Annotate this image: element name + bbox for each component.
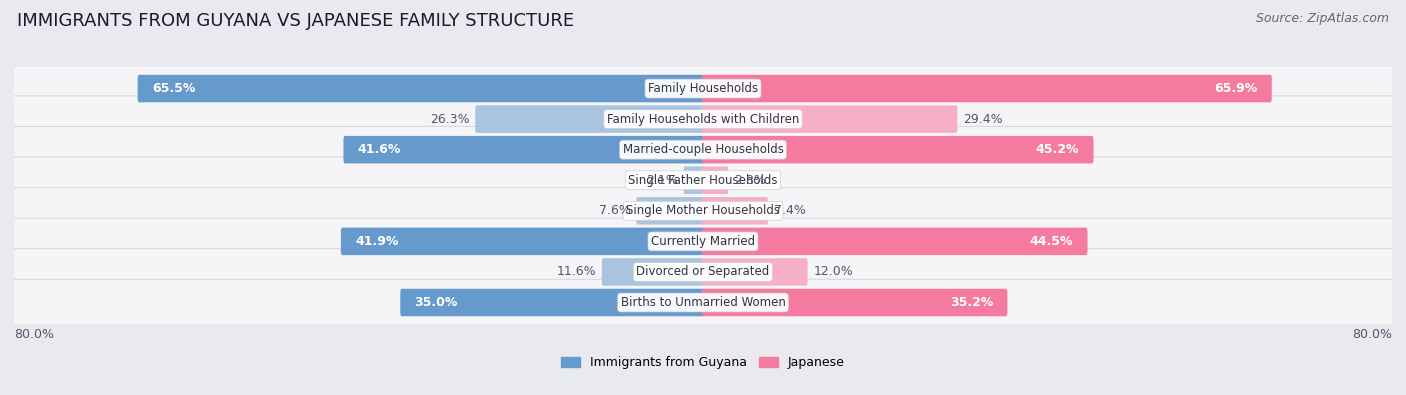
Text: 41.9%: 41.9% bbox=[356, 235, 398, 248]
FancyBboxPatch shape bbox=[11, 126, 1395, 173]
FancyBboxPatch shape bbox=[11, 249, 1395, 295]
FancyBboxPatch shape bbox=[702, 228, 1087, 255]
Text: 80.0%: 80.0% bbox=[14, 329, 53, 342]
Text: 2.1%: 2.1% bbox=[647, 174, 678, 187]
Text: Single Mother Households: Single Mother Households bbox=[626, 204, 780, 217]
Text: Married-couple Households: Married-couple Households bbox=[623, 143, 783, 156]
Text: 7.6%: 7.6% bbox=[599, 204, 631, 217]
FancyBboxPatch shape bbox=[11, 188, 1395, 234]
FancyBboxPatch shape bbox=[11, 96, 1395, 142]
Text: 80.0%: 80.0% bbox=[1353, 329, 1392, 342]
FancyBboxPatch shape bbox=[401, 289, 704, 316]
FancyBboxPatch shape bbox=[702, 166, 728, 194]
FancyBboxPatch shape bbox=[138, 75, 704, 102]
Text: 35.0%: 35.0% bbox=[415, 296, 458, 309]
Legend: Immigrants from Guyana, Japanese: Immigrants from Guyana, Japanese bbox=[555, 351, 851, 374]
Text: Family Households: Family Households bbox=[648, 82, 758, 95]
FancyBboxPatch shape bbox=[11, 65, 1395, 112]
Text: 41.6%: 41.6% bbox=[357, 143, 401, 156]
Text: Currently Married: Currently Married bbox=[651, 235, 755, 248]
Text: Births to Unmarried Women: Births to Unmarried Women bbox=[620, 296, 786, 309]
Text: 12.0%: 12.0% bbox=[813, 265, 853, 278]
Text: 35.2%: 35.2% bbox=[950, 296, 993, 309]
FancyBboxPatch shape bbox=[637, 197, 704, 225]
FancyBboxPatch shape bbox=[11, 157, 1395, 203]
FancyBboxPatch shape bbox=[702, 136, 1094, 164]
FancyBboxPatch shape bbox=[702, 289, 1008, 316]
FancyBboxPatch shape bbox=[683, 166, 704, 194]
Text: 65.9%: 65.9% bbox=[1215, 82, 1257, 95]
Text: 11.6%: 11.6% bbox=[557, 265, 596, 278]
Text: Divorced or Separated: Divorced or Separated bbox=[637, 265, 769, 278]
FancyBboxPatch shape bbox=[343, 136, 704, 164]
Text: 45.2%: 45.2% bbox=[1036, 143, 1080, 156]
FancyBboxPatch shape bbox=[702, 197, 768, 225]
Text: 7.4%: 7.4% bbox=[773, 204, 806, 217]
Text: Family Households with Children: Family Households with Children bbox=[607, 113, 799, 126]
FancyBboxPatch shape bbox=[340, 228, 704, 255]
FancyBboxPatch shape bbox=[602, 258, 704, 286]
Text: 2.8%: 2.8% bbox=[734, 174, 766, 187]
FancyBboxPatch shape bbox=[702, 75, 1272, 102]
Text: Single Father Households: Single Father Households bbox=[628, 174, 778, 187]
FancyBboxPatch shape bbox=[702, 105, 957, 133]
FancyBboxPatch shape bbox=[11, 218, 1395, 265]
FancyBboxPatch shape bbox=[11, 279, 1395, 326]
FancyBboxPatch shape bbox=[475, 105, 704, 133]
Text: 29.4%: 29.4% bbox=[963, 113, 1002, 126]
Text: 65.5%: 65.5% bbox=[152, 82, 195, 95]
Text: Source: ZipAtlas.com: Source: ZipAtlas.com bbox=[1256, 12, 1389, 25]
FancyBboxPatch shape bbox=[702, 258, 807, 286]
Text: 44.5%: 44.5% bbox=[1029, 235, 1073, 248]
Text: 26.3%: 26.3% bbox=[430, 113, 470, 126]
Text: IMMIGRANTS FROM GUYANA VS JAPANESE FAMILY STRUCTURE: IMMIGRANTS FROM GUYANA VS JAPANESE FAMIL… bbox=[17, 12, 574, 30]
